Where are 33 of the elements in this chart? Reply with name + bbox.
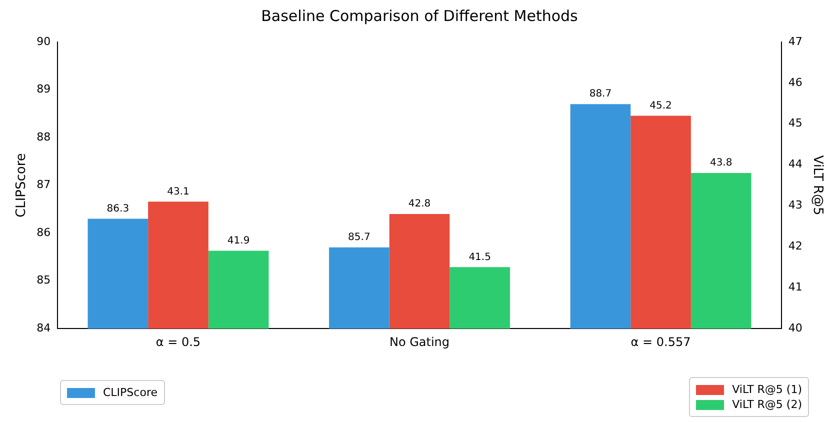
y2-tick-label: 43	[788, 198, 802, 212]
y-tick-label: 86	[36, 226, 51, 239]
data-label: 45.2	[650, 100, 672, 112]
data-label: 41.5	[468, 252, 491, 263]
x-tick-label: α = 0.557	[630, 334, 691, 349]
y2-tick-label: 44	[788, 158, 802, 171]
y2-axis-title: ViLT R@5	[810, 155, 825, 216]
y2-tick-label: 45	[788, 116, 802, 130]
y-tick-label: 90	[36, 34, 51, 48]
data-label: 86.3	[106, 203, 130, 214]
data-label: 42.8	[408, 198, 431, 210]
y-tick-label: 84	[36, 321, 51, 334]
legend-label: CLIPScore	[103, 386, 158, 399]
chart-title: Baseline Comparison of Different Methods	[261, 6, 578, 25]
y2-tick-label: 40	[788, 321, 802, 334]
data-label: 85.7	[348, 232, 370, 243]
x-tick-label: α = 0.5	[156, 334, 201, 349]
y2-tick-label: 46	[788, 76, 802, 89]
y-tick-label: 88	[36, 130, 51, 144]
x-tick-label: No Gating	[389, 334, 450, 349]
y2-tick-label: 42	[788, 240, 802, 253]
y2-tick-label: 47	[788, 34, 802, 48]
legend-label: ViLT R@5 (2)	[732, 398, 802, 411]
legend-label: ViLT R@5 (1)	[732, 383, 802, 396]
data-label: 43.8	[710, 158, 732, 169]
y-tick-label: 85	[36, 274, 51, 287]
data-label: 43.1	[167, 186, 190, 198]
y-tick-label: 87	[36, 178, 51, 192]
data-label: 88.7	[589, 88, 612, 100]
data-label: 41.9	[227, 235, 250, 246]
y-tick-label: 89	[36, 82, 51, 96]
y2-tick-label: 41	[788, 280, 802, 294]
y-axis-title: CLIPScore	[14, 153, 30, 218]
